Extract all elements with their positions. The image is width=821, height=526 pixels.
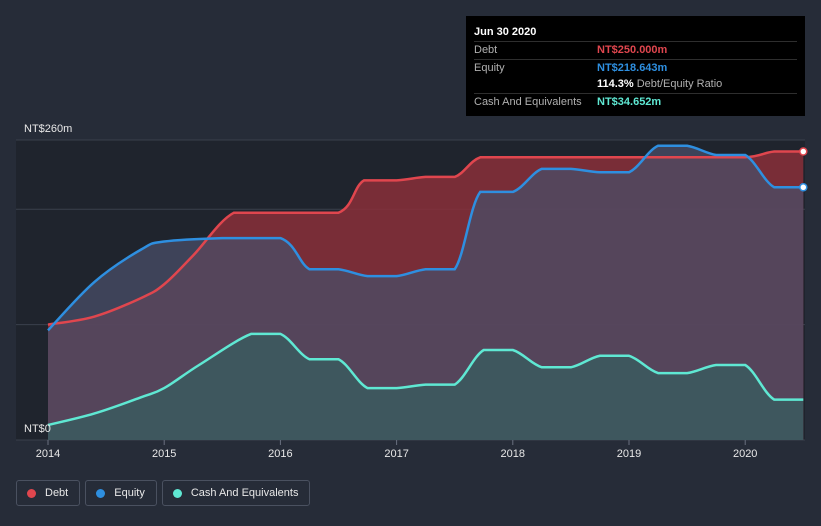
debt-line — [47, 150, 804, 326]
tooltip-cash-value: NT$34.652m — [597, 95, 662, 108]
legend-debt-label: Debt — [45, 487, 69, 499]
legend-debt[interactable]: Debt — [16, 480, 81, 506]
series-endpoints — [799, 147, 808, 192]
x-tick-label: 2017 — [384, 448, 408, 460]
debt-endpoint — [799, 147, 808, 156]
tooltip-cash-label: Cash And Equivalents — [474, 95, 582, 108]
tooltip-equity-row: Equity NT$218.643m — [474, 58, 797, 77]
x-tick-label: 2020 — [733, 448, 757, 460]
chart-legend: Debt Equity Cash And Equivalents — [16, 480, 315, 506]
tooltip-debt-value: NT$250.000m — [597, 44, 668, 56]
legend-cash[interactable]: Cash And Equivalents — [161, 480, 311, 506]
legend-equity[interactable]: Equity — [85, 480, 157, 506]
equity-endpoint — [799, 183, 808, 192]
legend-equity-label: Equity — [114, 487, 145, 499]
tooltip-debt-label: Debt — [474, 44, 498, 56]
tooltip-cash-row: Cash And Equivalents NT$34.652m — [474, 92, 797, 111]
legend-debt-dot — [27, 488, 36, 498]
y-tick-bottom: NT$0 — [24, 423, 51, 435]
cash-area — [48, 333, 804, 440]
tooltip-equity-label: Equity — [474, 61, 505, 74]
tooltip-date: Jun 30 2020 — [474, 26, 537, 38]
legend-cash-label: Cash And Equivalents — [190, 487, 299, 499]
series-areas — [48, 145, 804, 441]
tooltip-ratio-row: 114.3% Debt/Equity Ratio — [474, 76, 797, 93]
tooltip-ratio-label: Debt/Equity Ratio — [636, 78, 723, 90]
x-tick-label: 2015 — [152, 448, 176, 460]
tooltip-debt-row: Debt NT$250.000m — [474, 41, 797, 59]
x-tick-label: 2018 — [501, 448, 525, 460]
tooltip-panel: Jun 30 2020 Debt NT$250.000m Equity NT$2… — [466, 16, 805, 116]
series-lines — [47, 144, 804, 427]
x-tick-label: 2016 — [268, 448, 292, 460]
x-tick-label: 2014 — [36, 448, 60, 460]
tooltip-equity-value: NT$218.643m — [597, 61, 668, 74]
x-tick-label: 2019 — [617, 448, 641, 460]
equity-line — [47, 144, 804, 332]
legend-equity-dot — [96, 488, 106, 498]
tooltip-ratio-spacer — [474, 76, 597, 93]
legend-cash-dot — [172, 488, 182, 498]
tooltip-ratio-value: 114.3% — [597, 78, 634, 90]
x-axis-ticks: 2014 2015 2016 2017 2018 2019 2020 — [36, 440, 757, 460]
cash-line — [47, 332, 804, 427]
y-tick-top: NT$260m — [24, 123, 72, 135]
